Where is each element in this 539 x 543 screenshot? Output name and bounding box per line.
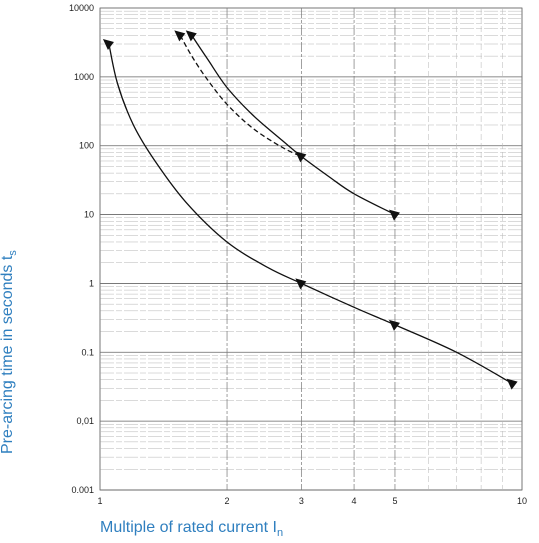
series-1-marker	[102, 39, 114, 51]
x-tick-label: 5	[392, 496, 397, 506]
x-tick-label: 10	[517, 496, 527, 506]
series-curve-1	[108, 43, 513, 385]
series-3-marker	[295, 151, 307, 163]
y-tick-label: 0.001	[71, 485, 94, 495]
x-axis-title-subscript: n	[277, 527, 283, 539]
x-tick-label: 3	[299, 496, 304, 506]
series-1-marker	[506, 378, 518, 390]
y-tick-label: 1	[89, 278, 94, 288]
y-tick-label: 0,01	[76, 416, 94, 426]
y-tick-label: 10000	[69, 3, 94, 13]
y-axis-title-main: Pre-arcing time in seconds t	[0, 255, 16, 454]
series-layer	[108, 35, 513, 385]
y-tick-label: 10	[84, 210, 94, 220]
x-tick-label: 2	[225, 496, 230, 506]
y-axis-title-subscript: s	[7, 250, 19, 256]
y-tick-label: 100	[79, 141, 94, 151]
y-tick-label: 0.1	[81, 347, 94, 357]
series-2-marker	[174, 30, 186, 42]
x-axis-title: Multiple of rated current In	[100, 519, 283, 539]
y-axis-title: Pre-arcing time in seconds ts	[0, 250, 19, 454]
series-curve-3	[191, 35, 396, 216]
x-tick-label: 4	[352, 496, 357, 506]
series-1-marker	[295, 278, 307, 290]
series-3-marker	[388, 209, 400, 221]
grid	[99, 7, 523, 491]
x-tick-label: 1	[97, 496, 102, 506]
series-1-marker	[388, 319, 400, 331]
x-axis-title-main: Multiple of rated current I	[100, 519, 277, 536]
series-curve-2	[179, 35, 302, 157]
marker-layer	[102, 30, 518, 390]
series-3-marker	[185, 30, 197, 42]
y-tick-label: 1000	[74, 72, 94, 82]
